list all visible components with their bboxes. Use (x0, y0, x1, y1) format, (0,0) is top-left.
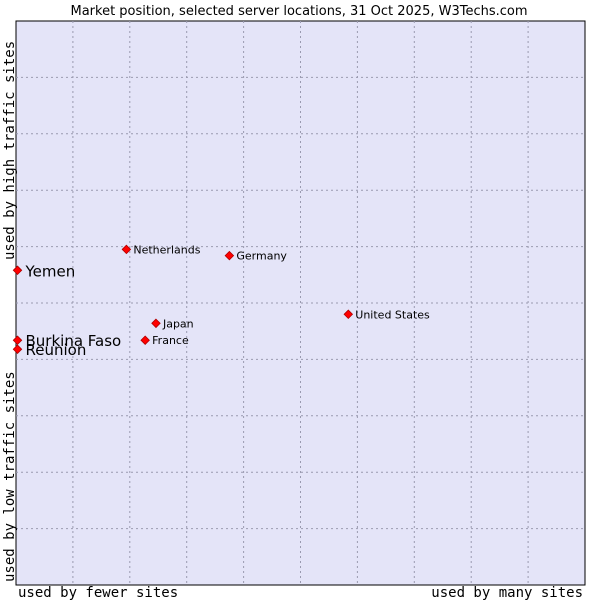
data-point-france (140, 335, 150, 345)
data-point-united-states (343, 309, 354, 320)
data-point-germany (224, 250, 235, 261)
data-point-burkina-faso (12, 335, 23, 345)
y-axis-label-high: used by high traffic sites (2, 41, 18, 260)
x-axis-label-low: used by fewer sites (18, 585, 178, 600)
data-label-japan: Japan (162, 317, 194, 330)
data-label-netherlands: Netherlands (133, 243, 200, 256)
data-label-yemen: Yemen (25, 262, 76, 280)
x-axis-label-high: used by many sites (431, 585, 583, 600)
data-label-france: France (152, 334, 189, 347)
data-point-yemen (12, 265, 23, 276)
data-label-germany: Germany (236, 250, 287, 263)
y-axis-label-low: used by low traffic sites (2, 371, 18, 582)
data-points: Netherlands Germany United States Japan Fran… (12, 243, 430, 359)
data-label-burkina-faso: Burkina Faso (26, 332, 122, 350)
grid-lines (16, 21, 585, 585)
data-point-reunion (12, 344, 23, 355)
data-point-japan (151, 318, 161, 329)
data-label-united-states: United States (355, 308, 430, 321)
data-point-netherlands (121, 244, 132, 255)
data-label-reunion: Reunion (26, 341, 87, 359)
chart-title: Market position, selected server locatio… (70, 4, 527, 19)
